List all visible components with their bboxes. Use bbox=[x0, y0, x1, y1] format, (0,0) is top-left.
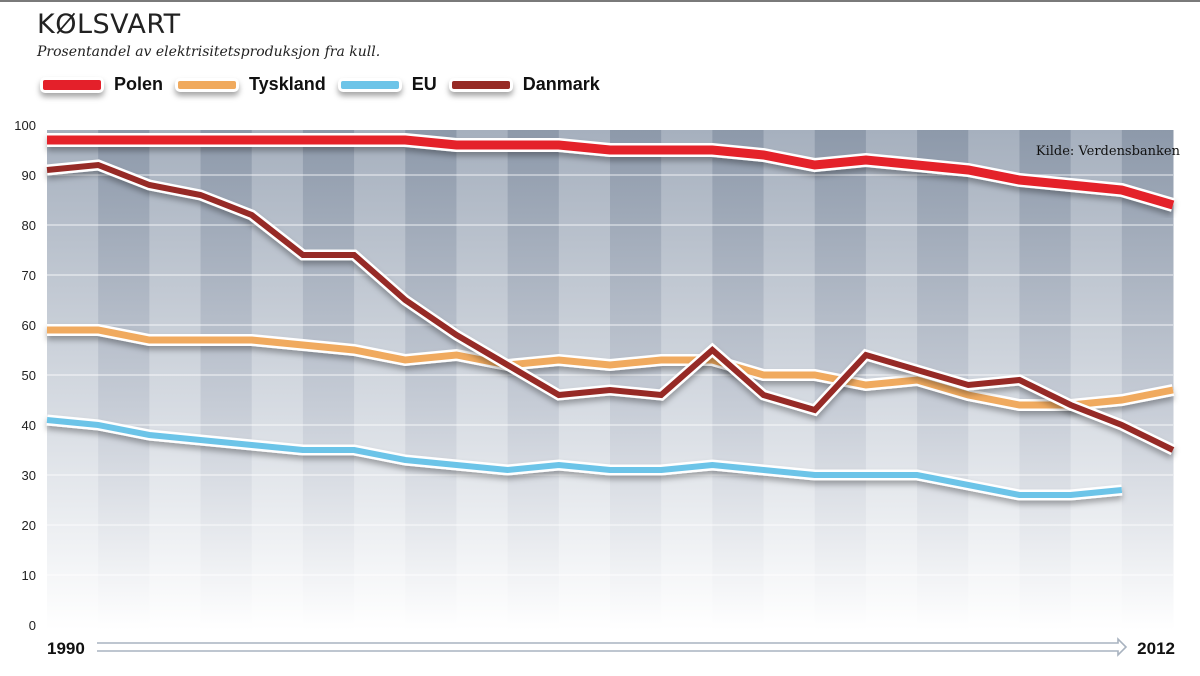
legend-swatch bbox=[337, 77, 402, 92]
y-tick-label: 60 bbox=[22, 318, 36, 333]
legend-item-polen: Polen bbox=[40, 74, 163, 95]
background-stripe bbox=[354, 130, 406, 630]
time-arrow bbox=[97, 637, 1128, 657]
background-stripe bbox=[558, 130, 611, 630]
y-tick-label: 10 bbox=[22, 568, 36, 583]
background-stripe bbox=[610, 130, 662, 630]
legend-swatch bbox=[448, 77, 513, 92]
y-tick-label: 20 bbox=[22, 518, 36, 533]
y-tick-label: 40 bbox=[22, 418, 36, 433]
y-tick-label: 70 bbox=[22, 268, 36, 283]
background-stripe bbox=[98, 130, 150, 630]
background-stripe bbox=[1070, 130, 1123, 630]
legend-swatch bbox=[40, 76, 104, 93]
series-danmark bbox=[46, 159, 1176, 455]
series-polen bbox=[47, 133, 1175, 212]
series-line-danmark bbox=[46, 161, 1175, 453]
y-tick-label: 0 bbox=[29, 618, 36, 633]
series-line-polen bbox=[47, 135, 1175, 210]
legend-label: Polen bbox=[114, 74, 164, 94]
background-stripe bbox=[47, 130, 99, 630]
legend-swatch bbox=[175, 77, 240, 92]
y-tick-label: 100 bbox=[14, 118, 36, 133]
y-tick-label: 30 bbox=[22, 468, 36, 483]
background-stripe bbox=[661, 130, 713, 630]
source-note: Kilde: Verdensbanken bbox=[1035, 144, 1180, 159]
legend: Polen Tyskland EU Danmark bbox=[40, 74, 612, 95]
legend-item-danmark: Danmark bbox=[448, 74, 600, 95]
legend-label: Danmark bbox=[522, 74, 600, 94]
chart-title: KØLSVART bbox=[37, 9, 181, 40]
top-rule bbox=[0, 0, 1200, 2]
legend-item-tyskland: Tyskland bbox=[175, 74, 326, 95]
chart-subtitle: Prosentandel av elektrisitetsproduksjon … bbox=[37, 44, 381, 60]
background-stripe bbox=[302, 130, 355, 630]
background-stripe bbox=[251, 130, 304, 630]
y-tick-label: 90 bbox=[22, 168, 36, 183]
series-line-tyskland bbox=[47, 326, 1174, 409]
background-stripe bbox=[456, 130, 509, 630]
background-stripe bbox=[405, 130, 457, 630]
x-tick-label: 2012 bbox=[1137, 639, 1175, 658]
background-stripe bbox=[149, 130, 202, 630]
legend-label: EU bbox=[411, 74, 437, 94]
background-stripe bbox=[1121, 130, 1174, 630]
x-tick-label: 1990 bbox=[47, 639, 85, 658]
legend-item-eu: EU bbox=[337, 74, 437, 95]
series-line-eu bbox=[46, 417, 1123, 498]
legend-label: Tyskland bbox=[249, 74, 326, 94]
y-tick-label: 80 bbox=[22, 218, 36, 233]
series-eu bbox=[46, 414, 1123, 501]
y-tick-label: 50 bbox=[22, 368, 36, 383]
series-tyskland bbox=[47, 324, 1175, 411]
